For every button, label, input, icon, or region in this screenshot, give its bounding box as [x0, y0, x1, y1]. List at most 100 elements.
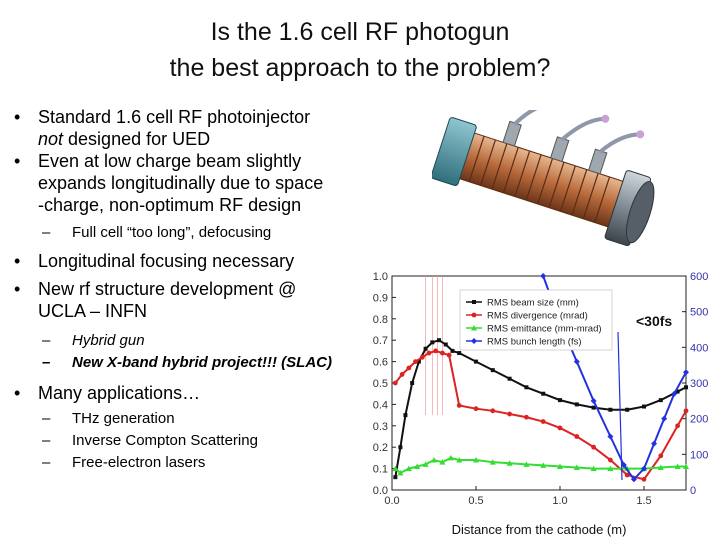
series-3	[540, 273, 689, 483]
series-point	[573, 358, 580, 365]
y2-tick-label: 100	[690, 449, 708, 461]
series-point	[651, 440, 658, 447]
y-tick-label: 0.8	[373, 314, 388, 326]
series-point	[641, 465, 647, 472]
legend-entry: RMS bunch length (fs)	[487, 337, 582, 348]
sub-bullet-thz: THz generation	[14, 408, 374, 430]
series-point	[683, 463, 689, 469]
bullet-applications: Many applications…	[14, 382, 374, 404]
series-point	[540, 273, 547, 279]
series-point	[624, 472, 630, 478]
series-point	[473, 406, 479, 412]
series-point	[523, 461, 530, 467]
series-point	[413, 359, 418, 364]
series-point	[590, 397, 597, 404]
series-point	[405, 465, 412, 472]
series-point	[433, 348, 439, 354]
series-point	[456, 457, 463, 463]
series-point	[625, 407, 630, 412]
series-point	[399, 372, 405, 377]
series-point	[675, 423, 680, 429]
series-point	[439, 459, 446, 465]
series-point	[608, 407, 613, 412]
series-point	[607, 465, 614, 472]
series-point	[398, 445, 403, 450]
y-tick-label: 0.9	[373, 292, 388, 304]
series-point	[608, 457, 613, 463]
x-tick-label: 0.0	[384, 495, 399, 507]
series-point	[558, 398, 562, 403]
y2-tick-label: 400	[690, 342, 708, 354]
bullet-standard-photoinjector: Standard 1.6 cell RF photoinjector not d…	[14, 106, 374, 150]
series-point	[430, 340, 435, 345]
y-tick-label: 0.0	[373, 485, 388, 497]
series-point	[406, 365, 412, 371]
sub-bullet-hybrid-gun: Hybrid gun	[14, 330, 374, 352]
series-point	[573, 464, 580, 471]
bunch-length-annotation: <30fs	[636, 313, 672, 329]
series-point	[431, 457, 437, 463]
series-point	[443, 342, 448, 347]
series-point	[422, 461, 429, 467]
y2-tick-label: 300	[690, 378, 708, 390]
series-point	[684, 385, 688, 390]
legend-marker	[471, 338, 477, 344]
x-tick-label: 1.5	[636, 495, 651, 507]
y-tick-label: 1.0	[373, 271, 388, 283]
y2-tick-label: 200	[690, 414, 708, 426]
series-point	[675, 389, 680, 394]
legend-entry: RMS emittance (mm-mrad)	[487, 324, 602, 335]
series-point	[490, 408, 496, 414]
sub-bullet-xband: New X-band hybrid project!!! (SLAC)	[14, 352, 374, 374]
series-point	[393, 475, 398, 480]
series-point	[410, 381, 415, 385]
series-point	[473, 457, 479, 463]
series-point	[540, 419, 546, 424]
series-point	[658, 398, 663, 403]
series-point	[674, 463, 681, 469]
x-tick-label: 0.5	[468, 495, 483, 507]
annotation-pointer	[617, 331, 623, 481]
series-point	[574, 402, 579, 407]
series-point	[474, 359, 478, 364]
series-point	[440, 350, 445, 356]
bullet-low-charge: Even at low charge beam slightly expands…	[14, 150, 374, 216]
series-point	[403, 413, 408, 418]
series-1	[392, 348, 689, 482]
bullet-new-rf-structure: New rf structure development @ UCLA – IN…	[14, 278, 374, 322]
series-point	[671, 390, 678, 397]
series-point	[524, 414, 529, 420]
y2-tick-label: 500	[690, 307, 708, 319]
y-tick-label: 0.4	[373, 399, 388, 411]
y2-tick-label: 600	[690, 271, 708, 283]
series-point	[392, 380, 398, 386]
series-point	[450, 348, 455, 353]
bullet-list: Standard 1.6 cell RF photoinjector not d…	[14, 106, 374, 474]
y-tick-label: 0.7	[373, 335, 388, 347]
series-point	[437, 338, 442, 343]
series-point	[683, 408, 689, 414]
legend-marker	[471, 325, 477, 331]
y-tick-label: 0.2	[373, 442, 388, 454]
series-point	[557, 425, 563, 431]
series-point	[426, 350, 432, 356]
series-point	[397, 469, 404, 476]
title-line-2: the best approach to the problem?	[169, 54, 551, 82]
legend-entry: RMS divergence (mrad)	[487, 311, 588, 322]
sub-bullet-full-cell: Full cell “too long”, defocusing	[14, 222, 374, 244]
series-0	[393, 338, 688, 480]
rf-gun-illustration	[432, 110, 655, 247]
series-point	[658, 453, 664, 459]
series-point	[591, 405, 596, 410]
series-point	[540, 462, 547, 468]
series-point	[419, 354, 425, 360]
title-line-1: Is the 1.6 cell RF photogun	[210, 18, 510, 46]
series-point	[490, 368, 495, 373]
y-tick-label: 0.5	[373, 378, 388, 390]
series-point	[630, 476, 637, 483]
legend-box	[459, 289, 613, 351]
series-point	[489, 459, 496, 465]
sub-bullet-compton: Inverse Compton Scattering	[14, 430, 374, 452]
y-tick-label: 0.3	[373, 421, 388, 433]
series-point	[683, 369, 689, 376]
